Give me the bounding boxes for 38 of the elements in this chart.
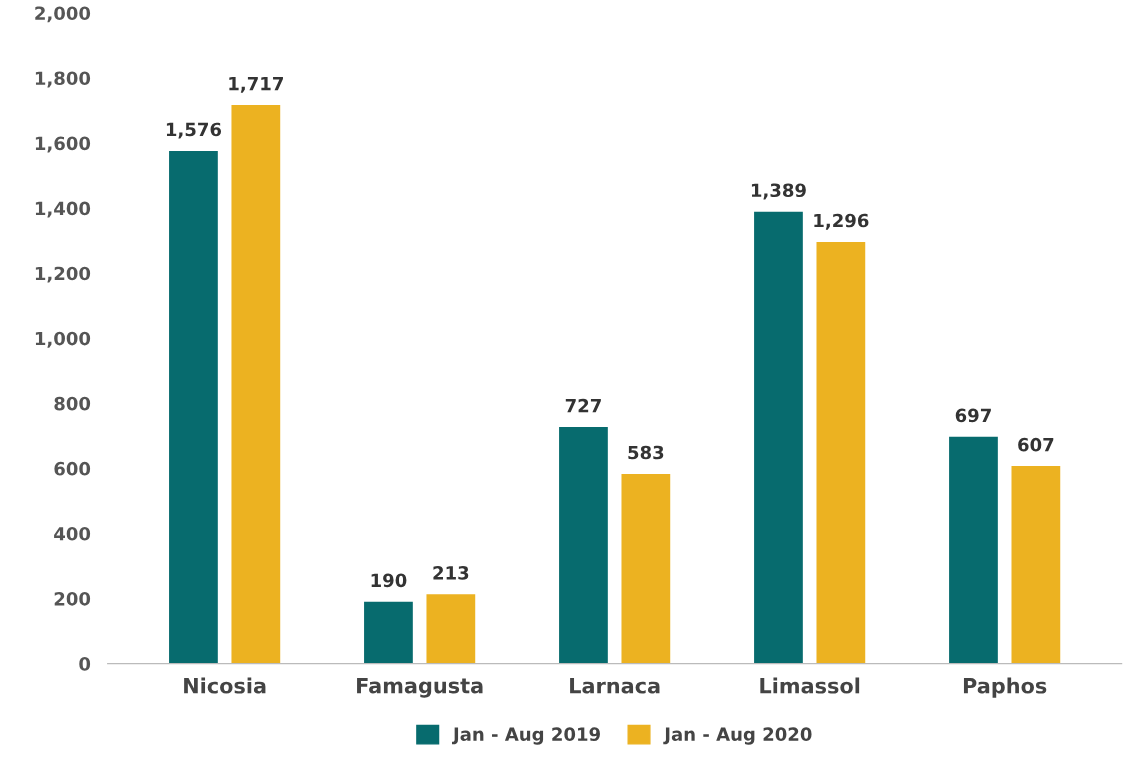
y-tick-label: 1,600 (35, 136, 91, 153)
data-label: 213 (433, 566, 469, 580)
x-tick-label: Limassol (760, 677, 860, 694)
bar (426, 594, 476, 664)
data-label: 1,389 (751, 183, 806, 200)
bar (364, 601, 413, 664)
bar (231, 105, 281, 664)
y-tick-label: 1,000 (35, 331, 91, 348)
data-label: 607 (1018, 437, 1054, 452)
data-label: 1,296 (814, 213, 869, 230)
legend-label: Jan - Aug 2020 (663, 727, 812, 745)
bar (169, 150, 218, 664)
bar (621, 473, 671, 664)
x-tick-label: Famagusta (357, 677, 483, 698)
data-label: 1,717 (229, 76, 283, 93)
y-tick-label: 1,400 (35, 201, 91, 218)
bar (559, 427, 608, 664)
bar (1011, 466, 1061, 664)
bar (816, 241, 866, 664)
data-label: 190 (371, 573, 407, 588)
data-label: 583 (628, 445, 664, 460)
x-tick-label: Larnaca (570, 678, 660, 694)
legend-label: Jan - Aug 2019 (451, 727, 600, 745)
y-tick-label: 0 (79, 657, 91, 671)
y-tick-label: 600 (54, 461, 91, 476)
data-label: 727 (565, 398, 601, 413)
bar (754, 211, 803, 664)
data-label: 697 (955, 408, 991, 423)
y-tick-label: 200 (54, 591, 91, 606)
y-tick-label: 1,200 (35, 266, 91, 283)
y-tick-label: 400 (54, 526, 91, 541)
bar (949, 436, 998, 664)
y-tick-label: 1,800 (35, 71, 91, 88)
y-tick-label: 2,000 (35, 6, 91, 23)
data-label: 1,576 (166, 122, 222, 139)
y-tick-label: 800 (54, 396, 91, 411)
x-tick-label: Paphos (963, 677, 1047, 698)
x-tick-label: Nicosia (184, 677, 266, 694)
